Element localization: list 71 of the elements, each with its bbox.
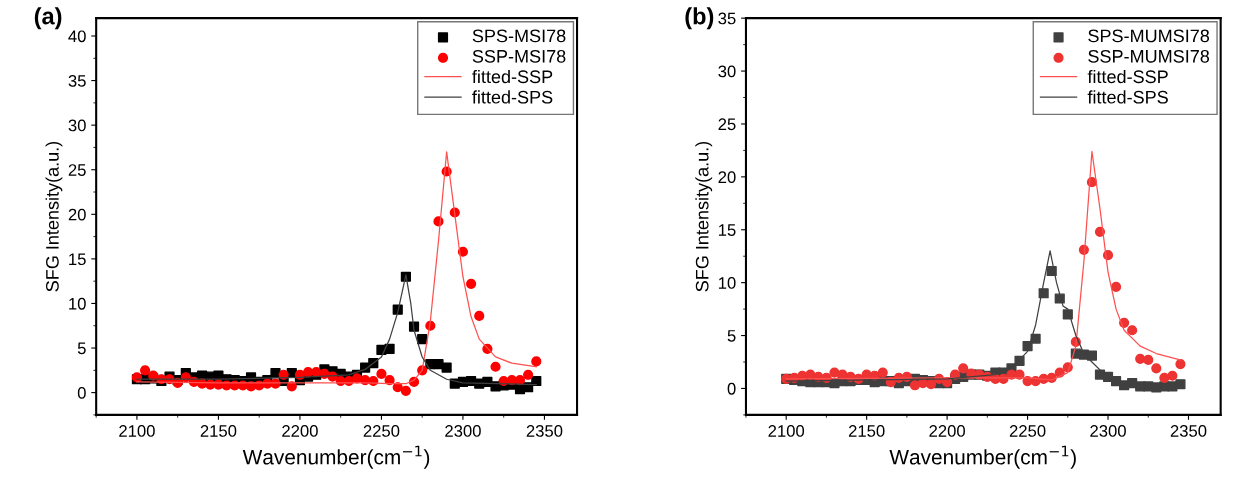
legend-label: SPS-MUMSI78	[1088, 29, 1210, 43]
y-tick-label: 20	[718, 171, 736, 184]
point	[1175, 379, 1186, 390]
point	[1086, 350, 1098, 361]
point	[1127, 325, 1138, 336]
legend-label: SPS-MSI78	[472, 29, 566, 43]
x-axis-title: Wavenumber(cm$^{−1}$)	[889, 445, 1076, 469]
x-tick-label: 2200	[929, 425, 965, 437]
y-tick-label: 10	[69, 297, 86, 310]
legend-label: fitted-SPS	[472, 90, 553, 104]
x-axis-title: Wavenumber(cm$^{−1}$)	[242, 445, 430, 469]
point	[1030, 333, 1041, 344]
y-tick-label: 15	[718, 224, 736, 236]
point	[1143, 354, 1154, 365]
point	[286, 381, 297, 392]
x-tick-label: 2150	[200, 425, 237, 437]
point	[1135, 353, 1146, 364]
legend-label: SSP-MUMSI78	[1088, 49, 1210, 63]
y-tick-label: 0	[727, 382, 736, 395]
y-tick-label: 5	[77, 342, 86, 355]
point	[1159, 372, 1170, 383]
point	[531, 356, 542, 367]
x-tick-label: 2350	[526, 425, 563, 437]
y-tick-label: 25	[68, 164, 86, 176]
y-tick-label: 0	[77, 387, 86, 399]
point	[441, 362, 452, 373]
text: (a)	[34, 7, 62, 30]
x-tick-label: 2300	[445, 425, 481, 437]
point	[1110, 281, 1122, 292]
point	[1175, 359, 1186, 370]
x-tick-label: 2300	[1090, 425, 1126, 437]
legend-label: fitted-SSP	[1087, 69, 1168, 84]
x-tick-label: 2100	[768, 425, 805, 437]
point	[909, 380, 921, 391]
legend-label: SSP-MSI78	[472, 49, 566, 63]
y-axis-title: SFG Intensity(a.u.)	[695, 141, 713, 292]
point	[400, 385, 411, 396]
y-tick-label: 25	[718, 118, 736, 131]
point	[139, 365, 151, 376]
point	[433, 358, 444, 370]
x-tick-label: 2250	[1009, 425, 1046, 437]
y-tick-label: 35	[68, 74, 86, 87]
y-tick-label: 5	[727, 330, 736, 342]
point	[474, 310, 485, 322]
point	[376, 368, 387, 379]
point	[925, 379, 937, 390]
y-axis-title: SFG Intensity(a.u.)	[45, 141, 63, 292]
y-tick-label: 35	[718, 12, 736, 25]
x-tick-label: 2250	[363, 425, 400, 437]
point	[1054, 293, 1065, 304]
point	[466, 278, 477, 289]
point	[1151, 363, 1162, 374]
x-tick-label: 2150	[848, 425, 885, 437]
y-tick-label: 40	[68, 30, 86, 43]
x-tick-label: 2350	[1170, 425, 1207, 437]
x-tick-label: 2200	[282, 425, 318, 437]
y-tick-label: 20	[68, 208, 86, 221]
point	[877, 367, 888, 378]
y-tick-label: 15	[69, 253, 86, 266]
x-tick-label: 2100	[119, 425, 155, 437]
y-tick-label: 10	[718, 277, 736, 289]
y-tick-label: 30	[718, 65, 736, 78]
legend-label: fitted-SSP	[472, 69, 553, 84]
point	[958, 363, 969, 374]
point	[523, 369, 534, 380]
legend-label: fitted-SPS	[1087, 90, 1168, 104]
point	[384, 343, 395, 355]
y-tick-label: 30	[68, 119, 86, 132]
point	[1167, 370, 1178, 381]
text: (b)	[685, 7, 714, 30]
point	[490, 361, 501, 372]
